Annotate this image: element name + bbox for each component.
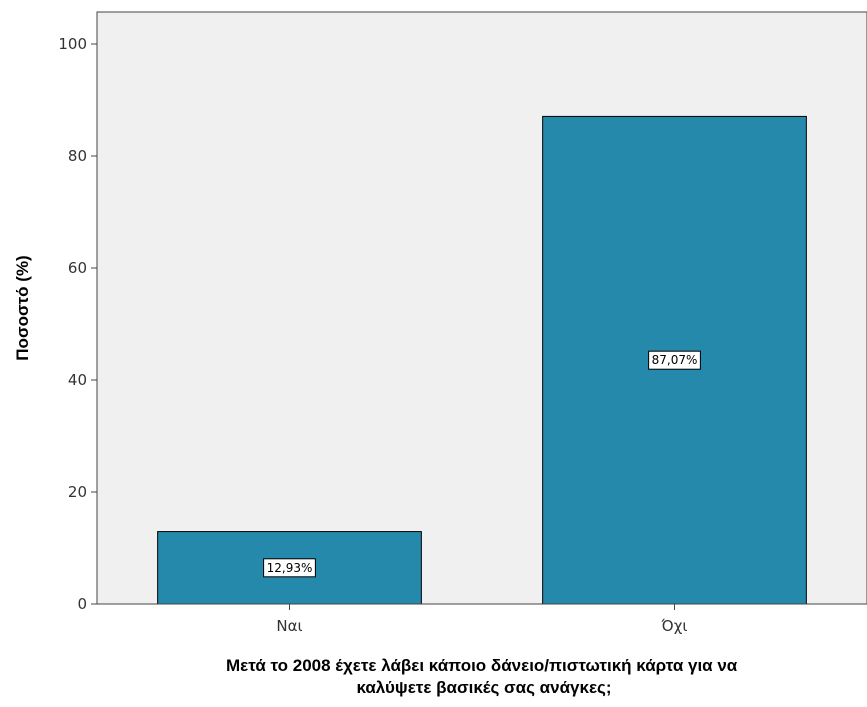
bars-layer: 12,93% 87,07% xyxy=(157,115,807,605)
x-axis-title-line-2: καλύψετε βασικές σας ανάγκες; xyxy=(356,678,611,697)
y-axis-title: Ποσοστό (%) xyxy=(13,255,32,360)
x-tick-label: Όχι xyxy=(661,617,688,635)
data-label: 12,93% xyxy=(267,561,313,575)
x-tick-label: Ναι xyxy=(276,617,302,635)
y-tick-label: 80 xyxy=(68,147,87,165)
data-label: 87,07% xyxy=(652,353,698,367)
data-label-box xyxy=(263,558,316,578)
y-tick-label: 40 xyxy=(68,371,87,389)
y-tick-label: 20 xyxy=(68,483,87,501)
x-axis-title: Μετά το 2008 έχετε λάβει κάποιο δάνειο/π… xyxy=(226,656,742,697)
x-axis-title-line-1: Μετά το 2008 έχετε λάβει κάποιο δάνειο/π… xyxy=(226,656,738,675)
data-label-box xyxy=(648,350,701,370)
y-axis: 0 20 40 60 80 100 xyxy=(58,12,98,613)
x-axis: Ναι Όχι xyxy=(97,603,867,635)
y-tick-label: 60 xyxy=(68,259,87,277)
y-tick-label: 100 xyxy=(58,35,87,53)
y-tick-label: 0 xyxy=(77,595,87,613)
